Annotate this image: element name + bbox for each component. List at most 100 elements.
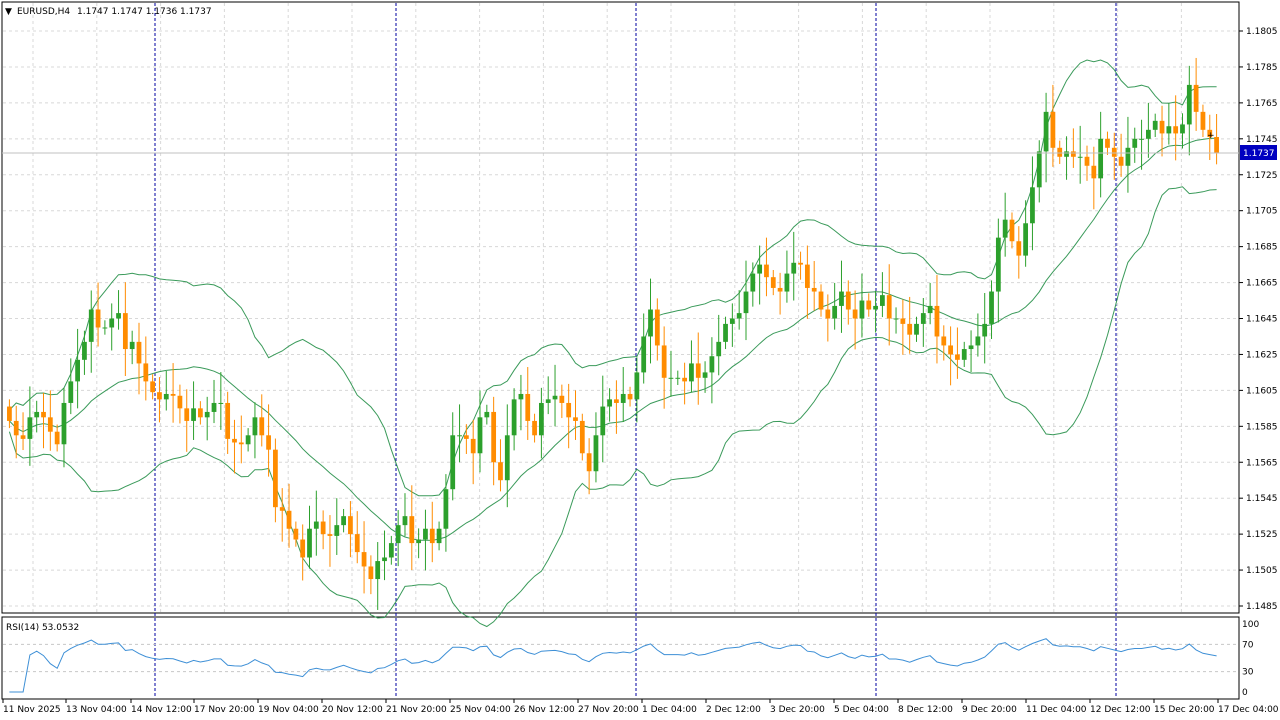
- candle-body[interactable]: [880, 295, 885, 306]
- candle-body[interactable]: [1016, 241, 1022, 256]
- candle-body[interactable]: [1030, 187, 1035, 224]
- candle-body[interactable]: [116, 313, 121, 319]
- candle-body[interactable]: [327, 534, 333, 536]
- candle-body[interactable]: [709, 356, 715, 373]
- candle-body[interactable]: [818, 291, 824, 310]
- candle-body[interactable]: [539, 402, 544, 436]
- candle-body[interactable]: [238, 442, 244, 445]
- candle-body[interactable]: [293, 528, 299, 540]
- candle-body[interactable]: [1057, 147, 1063, 157]
- candle-body[interactable]: [34, 411, 40, 418]
- candle-body[interactable]: [675, 377, 681, 379]
- candle-body[interactable]: [1139, 138, 1144, 140]
- candle-body[interactable]: [573, 417, 578, 421]
- candle-body[interactable]: [27, 417, 33, 439]
- candlestick-series[interactable]: +: [7, 57, 1219, 610]
- candle-body[interactable]: [300, 539, 306, 558]
- candle-body[interactable]: [559, 395, 565, 403]
- candle-body[interactable]: [1159, 120, 1165, 134]
- candle-body[interactable]: [368, 566, 374, 580]
- candle-body[interactable]: [416, 539, 422, 544]
- candle-body[interactable]: [975, 336, 981, 346]
- candle-body[interactable]: [191, 408, 196, 421]
- candle-body[interactable]: [436, 528, 442, 544]
- candle-body[interactable]: [334, 525, 340, 536]
- candle-body[interactable]: [1186, 84, 1192, 125]
- candle-body[interactable]: [218, 402, 224, 404]
- candle-body[interactable]: [893, 318, 899, 320]
- candle-body[interactable]: [395, 525, 401, 544]
- candle-body[interactable]: [225, 402, 231, 439]
- candle-body[interactable]: [661, 345, 667, 378]
- candle-body[interactable]: [811, 287, 817, 292]
- candle-body[interactable]: [491, 411, 497, 463]
- candle-body[interactable]: [102, 327, 108, 329]
- candle-body[interactable]: [1084, 156, 1090, 166]
- candle-body[interactable]: [252, 417, 258, 436]
- candle-body[interactable]: [920, 313, 926, 324]
- candle-body[interactable]: [743, 291, 749, 314]
- candle-body[interactable]: [716, 341, 722, 357]
- candle-body[interactable]: [109, 318, 115, 328]
- candle-body[interactable]: [1132, 138, 1138, 148]
- candle-body[interactable]: [361, 552, 367, 567]
- candle-body[interactable]: [614, 399, 619, 403]
- candle-body[interactable]: [20, 435, 26, 439]
- candle-body[interactable]: [1002, 219, 1008, 238]
- candle-body[interactable]: [648, 309, 653, 337]
- candle-body[interactable]: [1064, 151, 1069, 157]
- candle-body[interactable]: [129, 341, 135, 350]
- price-axis[interactable]: 1.1805 1.1785 1.1765 1.1745 1.1725 1.1705 1.16…: [1239, 27, 1278, 612]
- candle-body[interactable]: [232, 438, 237, 443]
- candle-body[interactable]: [579, 420, 585, 454]
- candle-body[interactable]: [1200, 111, 1206, 130]
- candle-body[interactable]: [552, 395, 558, 400]
- candle-body[interactable]: [852, 309, 858, 319]
- candle-body[interactable]: [197, 408, 203, 418]
- candle-body[interactable]: [457, 435, 462, 437]
- candle-body[interactable]: [402, 516, 408, 526]
- candle-body[interactable]: [832, 305, 838, 319]
- candle-body[interactable]: [845, 291, 851, 310]
- candle-body[interactable]: [1043, 111, 1049, 152]
- candle-body[interactable]: [157, 392, 162, 400]
- candle-body[interactable]: [136, 341, 142, 364]
- candle-body[interactable]: [982, 323, 988, 337]
- candle-body[interactable]: [88, 309, 94, 342]
- candle-body[interactable]: [729, 318, 735, 324]
- candle-body[interactable]: [170, 393, 176, 396]
- candle-body[interactable]: [825, 309, 831, 319]
- candle-body[interactable]: [450, 435, 456, 490]
- candle-body[interactable]: [1214, 137, 1219, 154]
- candle-body[interactable]: [668, 377, 674, 379]
- candle-body[interactable]: [1180, 124, 1185, 134]
- candle-body[interactable]: [566, 402, 572, 418]
- candle-body[interactable]: [409, 516, 415, 544]
- candle-body[interactable]: [518, 393, 524, 400]
- candle-body[interactable]: [41, 411, 46, 418]
- candle-body[interactable]: [61, 402, 67, 445]
- candle-body[interactable]: [968, 345, 974, 350]
- candle-body[interactable]: [736, 313, 742, 319]
- candle-body[interactable]: [177, 395, 183, 409]
- candle-body[interactable]: [586, 453, 592, 472]
- candle-body[interactable]: [859, 300, 865, 319]
- candle-body[interactable]: [320, 521, 326, 535]
- candle-body[interactable]: [607, 399, 612, 407]
- candle-body[interactable]: [47, 417, 53, 432]
- candle-body[interactable]: [511, 399, 517, 436]
- candle-body[interactable]: [941, 336, 947, 346]
- candle-body[interactable]: [545, 399, 551, 403]
- candle-body[interactable]: [757, 264, 763, 274]
- candle-body[interactable]: [1118, 156, 1124, 166]
- candle-body[interactable]: [286, 510, 292, 529]
- candle-body[interactable]: [1036, 151, 1042, 188]
- candle-body[interactable]: [723, 323, 728, 342]
- candle-body[interactable]: [641, 336, 647, 373]
- candle-body[interactable]: [1009, 219, 1015, 242]
- candle-body[interactable]: [388, 543, 394, 558]
- candle-body[interactable]: [695, 363, 701, 378]
- symbol-dropdown-icon[interactable]: ▼: [5, 7, 12, 17]
- candle-body[interactable]: [961, 349, 967, 360]
